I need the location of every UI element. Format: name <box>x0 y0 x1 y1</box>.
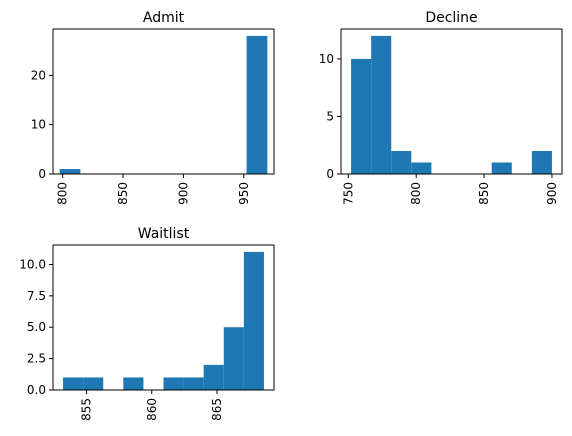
waitlist-bar-1 <box>83 377 104 390</box>
decline-xtick-label-2: 850 <box>477 182 491 205</box>
waitlist-bar-5 <box>163 377 184 390</box>
waitlist-title: Waitlist <box>138 226 190 242</box>
waitlist-ytick-label-0: 0.0 <box>27 383 46 397</box>
decline-xtick-label-3: 900 <box>545 182 559 205</box>
decline-xtick-label-1: 800 <box>409 182 423 205</box>
admit-xtick-label-3: 950 <box>237 182 251 205</box>
admit-ytick-label-0: 0 <box>38 167 46 181</box>
decline-ytick-label-0: 0 <box>326 167 334 181</box>
waitlist-ytick-label-1: 2.5 <box>27 352 46 366</box>
admit-xtick-label-2: 900 <box>176 182 190 205</box>
admit-ytick-label-1: 10 <box>31 118 46 132</box>
admit-xtick-label-0: 800 <box>56 182 70 205</box>
decline-bar-2 <box>391 150 412 174</box>
waitlist-xtick-label-2: 865 <box>210 398 224 421</box>
admit-ytick-label-2: 20 <box>31 68 46 82</box>
waitlist-bar-7 <box>203 364 224 390</box>
decline-bar-9 <box>531 150 552 174</box>
admit-title: Admit <box>143 10 185 26</box>
waitlist-axes-frame <box>52 244 275 391</box>
admit-bar-9 <box>246 35 268 175</box>
decline-xtick-label-0: 750 <box>341 182 355 205</box>
waitlist-bar-0 <box>63 377 84 390</box>
decline-bar-0 <box>351 58 372 174</box>
waitlist-xtick-label-0: 855 <box>80 398 94 421</box>
waitlist-bar-3 <box>123 377 144 390</box>
waitlist-xtick-label-1: 860 <box>145 398 159 421</box>
waitlist-histogram-panel: Waitlist 0.0 2.5 5.0 7.5 10.0 855 860 865 <box>19 226 275 421</box>
waitlist-bar-9 <box>243 251 264 390</box>
decline-ytick-label-1: 5 <box>326 109 334 123</box>
waitlist-ytick-label-4: 10.0 <box>19 257 46 271</box>
decline-ytick-label-2: 10 <box>319 52 334 66</box>
waitlist-bar-6 <box>183 377 204 390</box>
decline-bar-7 <box>491 162 512 174</box>
admit-histogram-panel: Admit 0 10 20 800 850 900 950 <box>31 10 275 205</box>
decline-title: Decline <box>425 10 477 26</box>
waitlist-bar-8 <box>223 327 244 390</box>
admit-xtick-label-1: 850 <box>116 182 130 205</box>
waitlist-ytick-label-2: 5.0 <box>27 320 46 334</box>
decline-axes-frame <box>340 28 563 175</box>
admit-axes-frame <box>52 28 275 175</box>
decline-histogram-panel: Decline 0 5 10 750 800 850 900 <box>319 10 563 205</box>
decline-bar-3 <box>411 162 432 174</box>
waitlist-ytick-label-3: 7.5 <box>27 289 46 303</box>
decline-bar-1 <box>371 35 392 175</box>
admit-bar-0 <box>59 169 81 174</box>
